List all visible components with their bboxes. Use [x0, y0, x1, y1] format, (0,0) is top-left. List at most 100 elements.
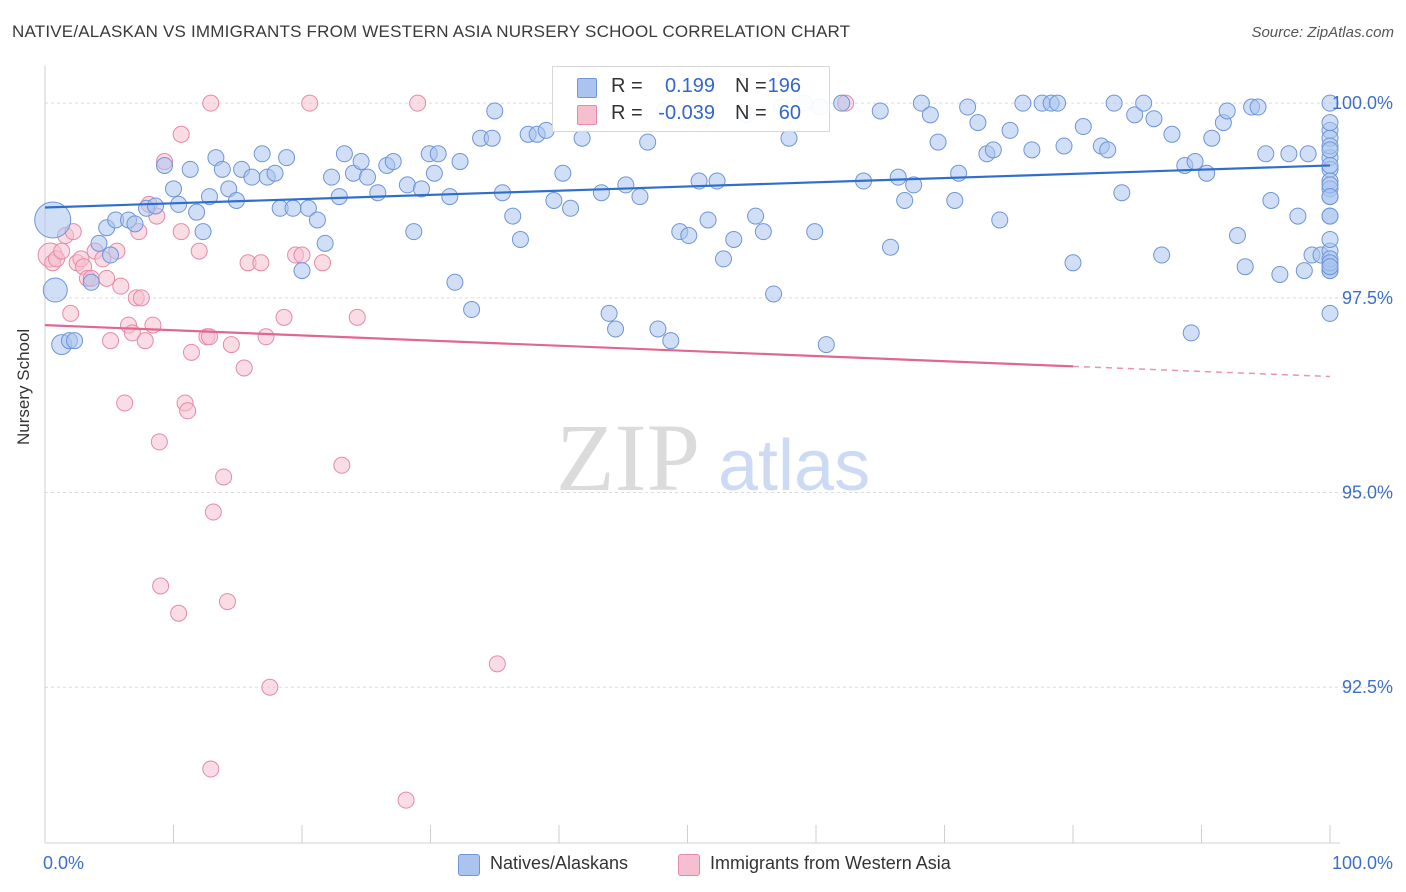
natives-point: [1321, 94, 1339, 112]
natives-point: [200, 188, 218, 206]
natives-point: [359, 168, 377, 186]
immigrants-point: [170, 604, 188, 622]
immigrants-point: [293, 246, 311, 264]
immigrants-point: [218, 593, 236, 611]
natives-point: [1049, 94, 1067, 112]
natives-point: [284, 199, 302, 217]
natives-point: [308, 211, 326, 229]
natives-point: [369, 184, 387, 202]
natives-point: [1186, 153, 1204, 171]
immigrants-point: [409, 94, 427, 112]
immigrants-point: [314, 254, 332, 272]
legend-n-value: 196: [767, 75, 801, 97]
natives-point: [451, 153, 469, 171]
natives-point: [352, 153, 370, 171]
natives-point: [1163, 125, 1181, 143]
legend-swatch-natives: [458, 854, 480, 876]
natives-point: [188, 203, 206, 221]
natives-trend-line: [44, 164, 1331, 209]
natives-point: [323, 168, 341, 186]
immigrants-trend-line: [44, 324, 1074, 368]
legend-r-label: R =: [611, 102, 643, 124]
immigrants-point: [62, 304, 80, 322]
immigrants-point: [257, 328, 275, 346]
natives-point: [335, 145, 353, 163]
natives-point: [1262, 192, 1280, 209]
natives-point: [429, 145, 447, 163]
natives-point: [714, 250, 732, 268]
natives-point: [617, 176, 635, 194]
immigrants-point: [333, 456, 351, 474]
legend-r-label: R =: [611, 75, 643, 97]
natives-point: [959, 98, 977, 116]
natives-point: [147, 197, 165, 215]
x-tick-label: 100.0%: [1332, 853, 1393, 873]
natives-point: [1295, 262, 1313, 280]
legend-swatch-immigrants: [577, 105, 597, 125]
natives-point: [545, 192, 563, 209]
natives-point: [126, 215, 144, 233]
natives-point: [607, 320, 625, 338]
natives-point: [649, 320, 667, 338]
natives-point: [765, 285, 783, 303]
natives-point: [1182, 324, 1200, 342]
natives-point: [1198, 164, 1216, 182]
natives-point: [446, 273, 464, 291]
tick-labels: 100.0% 97.5% 95.0% 92.5% 0.0% 100.0%: [43, 93, 1393, 873]
natives-point: [82, 273, 100, 291]
immigrants-point: [136, 332, 154, 350]
natives-point: [562, 199, 580, 217]
natives-point: [413, 180, 431, 198]
natives-point: [1105, 94, 1123, 112]
immigrants-point: [397, 791, 415, 809]
natives-point: [486, 102, 504, 120]
immigrants-point: [98, 269, 116, 287]
watermark-atlas: atlas: [718, 426, 870, 506]
legend-r-value: 0.199: [664, 75, 715, 97]
immigrants-point: [202, 760, 220, 778]
natives-point: [592, 184, 610, 202]
natives-point: [1113, 184, 1131, 202]
immigrants-point: [182, 343, 200, 361]
natives-point: [1289, 207, 1307, 225]
immigrants-point: [179, 402, 197, 420]
natives-point: [984, 141, 1002, 159]
natives-point: [253, 145, 271, 163]
natives-point: [1014, 94, 1032, 112]
natives-point: [66, 332, 84, 350]
correlation-legend: R = 0.199 N = 196 R = -0.039 N = 60: [552, 66, 830, 132]
immigrants-point: [301, 94, 319, 112]
natives-point: [425, 164, 443, 182]
y-tick-label: 95.0%: [1342, 483, 1393, 503]
natives-point: [639, 133, 657, 151]
immigrants-point: [150, 433, 168, 451]
natives-point: [912, 94, 930, 112]
natives-point: [384, 153, 402, 171]
axes: [44, 66, 1340, 844]
immigrants-point: [261, 678, 279, 696]
natives-point: [1074, 118, 1092, 136]
immigrants-point: [53, 242, 71, 260]
legend-r-value: -0.039: [658, 102, 715, 124]
immigrants-point: [275, 308, 293, 326]
x-tick-label: 0.0%: [43, 853, 84, 873]
natives-point: [1257, 145, 1275, 163]
legend-label-immigrants: Immigrants from Western Asia: [710, 853, 951, 873]
natives-point: [1321, 114, 1339, 132]
natives-point: [1280, 145, 1298, 163]
natives-point: [1218, 102, 1236, 120]
natives-point: [1203, 129, 1221, 147]
natives-point: [316, 234, 334, 252]
natives-point: [1064, 254, 1082, 272]
natives-point: [42, 277, 68, 303]
immigrants-point: [172, 125, 190, 143]
immigrants-point: [112, 277, 130, 295]
chart-title: NATIVE/ALASKAN VS IMMIGRANTS FROM WESTER…: [12, 22, 851, 41]
natives-point: [554, 164, 572, 182]
natives-point: [1055, 137, 1073, 155]
natives-point: [504, 207, 522, 225]
y-tick-label: 100.0%: [1332, 93, 1393, 113]
natives-point: [905, 176, 923, 194]
natives-point: [747, 207, 765, 225]
natives-point: [1299, 145, 1317, 163]
